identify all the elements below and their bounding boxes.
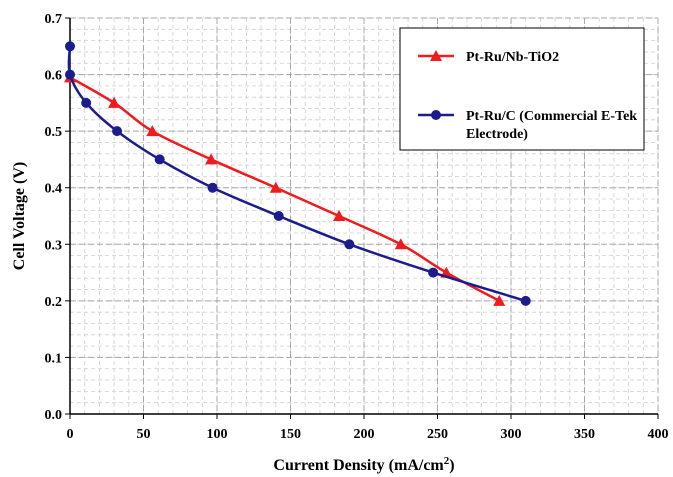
x-tick-label: 350	[574, 427, 595, 442]
x-axis-title: Current Density (mA/cm2)	[273, 455, 454, 474]
data-point	[333, 210, 346, 221]
data-point	[520, 295, 531, 306]
legend-box	[399, 27, 645, 151]
y-axis-title: Cell Voltage (V)	[11, 162, 28, 270]
x-tick-label: 300	[501, 427, 522, 442]
legend-swatch-marker	[430, 50, 442, 61]
data-point	[65, 41, 75, 52]
y-tick-label: 0.3	[45, 238, 63, 253]
data-point	[154, 154, 165, 165]
data-point	[269, 181, 282, 193]
data-point	[81, 97, 92, 108]
x-tick-label: 0	[67, 427, 74, 442]
data-point	[394, 238, 407, 250]
data-point	[108, 96, 121, 108]
data-point	[65, 69, 75, 80]
tick-labels: 0 50 100 150 200 250 300 350 400 0.0 0.1 0.2 0.3 0.4 0…	[45, 12, 669, 442]
data-point	[207, 182, 218, 193]
x-tick-label: 100	[207, 427, 228, 442]
data-point	[273, 211, 284, 221]
data-point	[428, 267, 439, 278]
y-tick-label: 0.6	[45, 69, 63, 84]
legend-label: Pt-Ru/C (Commercial E-Tek	[466, 109, 637, 124]
y-tick-label: 0.2	[45, 295, 63, 310]
grid	[69, 17, 659, 415]
data-point	[205, 153, 218, 165]
data-point	[146, 125, 159, 137]
data-point	[344, 239, 355, 250]
legend-label: Electrode)	[466, 127, 528, 142]
y-tick-label: 0.7	[45, 12, 63, 27]
legend: Pt-Ru/Nb-TiO2 Pt-Ru/C (Commercial E-Tek …	[399, 27, 645, 151]
x-tick-label: 400	[648, 427, 669, 442]
y-tick-label: 0.1	[45, 351, 63, 366]
series-line	[67, 46, 527, 303]
legend-swatch-marker	[431, 110, 441, 120]
x-tick-label: 150	[280, 427, 301, 442]
x-tick-label: 50	[137, 427, 151, 442]
data-point	[112, 126, 123, 137]
legend-label: Pt-Ru/Nb-TiO2	[466, 50, 559, 65]
x-tick-label: 250	[427, 427, 448, 442]
y-tick-label: 0.0	[45, 408, 63, 423]
data-point	[493, 294, 506, 306]
data-series	[64, 41, 531, 306]
x-tick-label: 200	[354, 427, 375, 442]
y-tick-label: 0.5	[45, 125, 63, 140]
y-tick-label: 0.4	[45, 182, 63, 197]
